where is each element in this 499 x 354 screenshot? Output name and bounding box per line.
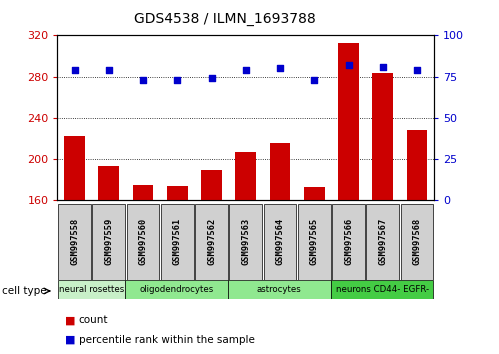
Bar (331, 280, 434, 299)
Bar (133, 184, 153, 200)
Point (105, 67, 113, 73)
Text: oligodendrocytes: oligodendrocytes (139, 285, 214, 294)
Text: GSM997563: GSM997563 (241, 218, 250, 265)
Text: ■: ■ (65, 335, 75, 345)
Bar (263, 204, 296, 280)
Text: astrocytes: astrocytes (257, 285, 302, 294)
Text: GSM997565: GSM997565 (310, 218, 319, 265)
Text: GSM997567: GSM997567 (378, 218, 387, 265)
Text: ■: ■ (65, 315, 75, 325)
Point (379, 64, 387, 69)
Text: GSM997558: GSM997558 (70, 218, 79, 265)
Text: GSM997564: GSM997564 (275, 218, 284, 265)
Bar (304, 187, 324, 200)
Bar (366, 204, 399, 280)
Bar (167, 185, 188, 200)
Point (139, 77, 147, 83)
Point (310, 77, 318, 83)
Bar (64, 136, 85, 200)
Text: GDS4538 / ILMN_1693788: GDS4538 / ILMN_1693788 (134, 12, 315, 27)
Bar (92, 204, 125, 280)
Text: GSM997566: GSM997566 (344, 218, 353, 265)
Point (242, 67, 250, 73)
Bar (332, 204, 365, 280)
Text: count: count (79, 315, 108, 325)
Bar (298, 204, 331, 280)
Text: neural rosettes: neural rosettes (59, 285, 124, 294)
Bar (125, 280, 228, 299)
Point (173, 77, 181, 83)
Bar (230, 204, 262, 280)
Bar (338, 42, 359, 200)
Text: GSM997560: GSM997560 (139, 218, 148, 265)
Bar (195, 204, 228, 280)
Bar (401, 204, 434, 280)
Bar (98, 166, 119, 200)
Text: percentile rank within the sample: percentile rank within the sample (79, 335, 254, 345)
Text: cell type: cell type (2, 286, 47, 296)
Bar (407, 130, 427, 200)
Point (208, 75, 216, 81)
Bar (58, 204, 91, 280)
Text: GSM997568: GSM997568 (413, 218, 422, 265)
Point (344, 62, 352, 68)
Text: neurons CD44- EGFR-: neurons CD44- EGFR- (335, 285, 429, 294)
Text: GSM997559: GSM997559 (104, 218, 113, 265)
Bar (372, 74, 393, 200)
Point (70, 67, 78, 73)
Bar (236, 152, 256, 200)
Text: GSM997561: GSM997561 (173, 218, 182, 265)
Bar (201, 170, 222, 200)
Bar (228, 280, 331, 299)
Point (276, 65, 284, 71)
Bar (127, 204, 160, 280)
Bar (270, 143, 290, 200)
Bar (161, 204, 194, 280)
Point (413, 67, 421, 73)
Bar (58, 280, 125, 299)
Text: GSM997562: GSM997562 (207, 218, 216, 265)
